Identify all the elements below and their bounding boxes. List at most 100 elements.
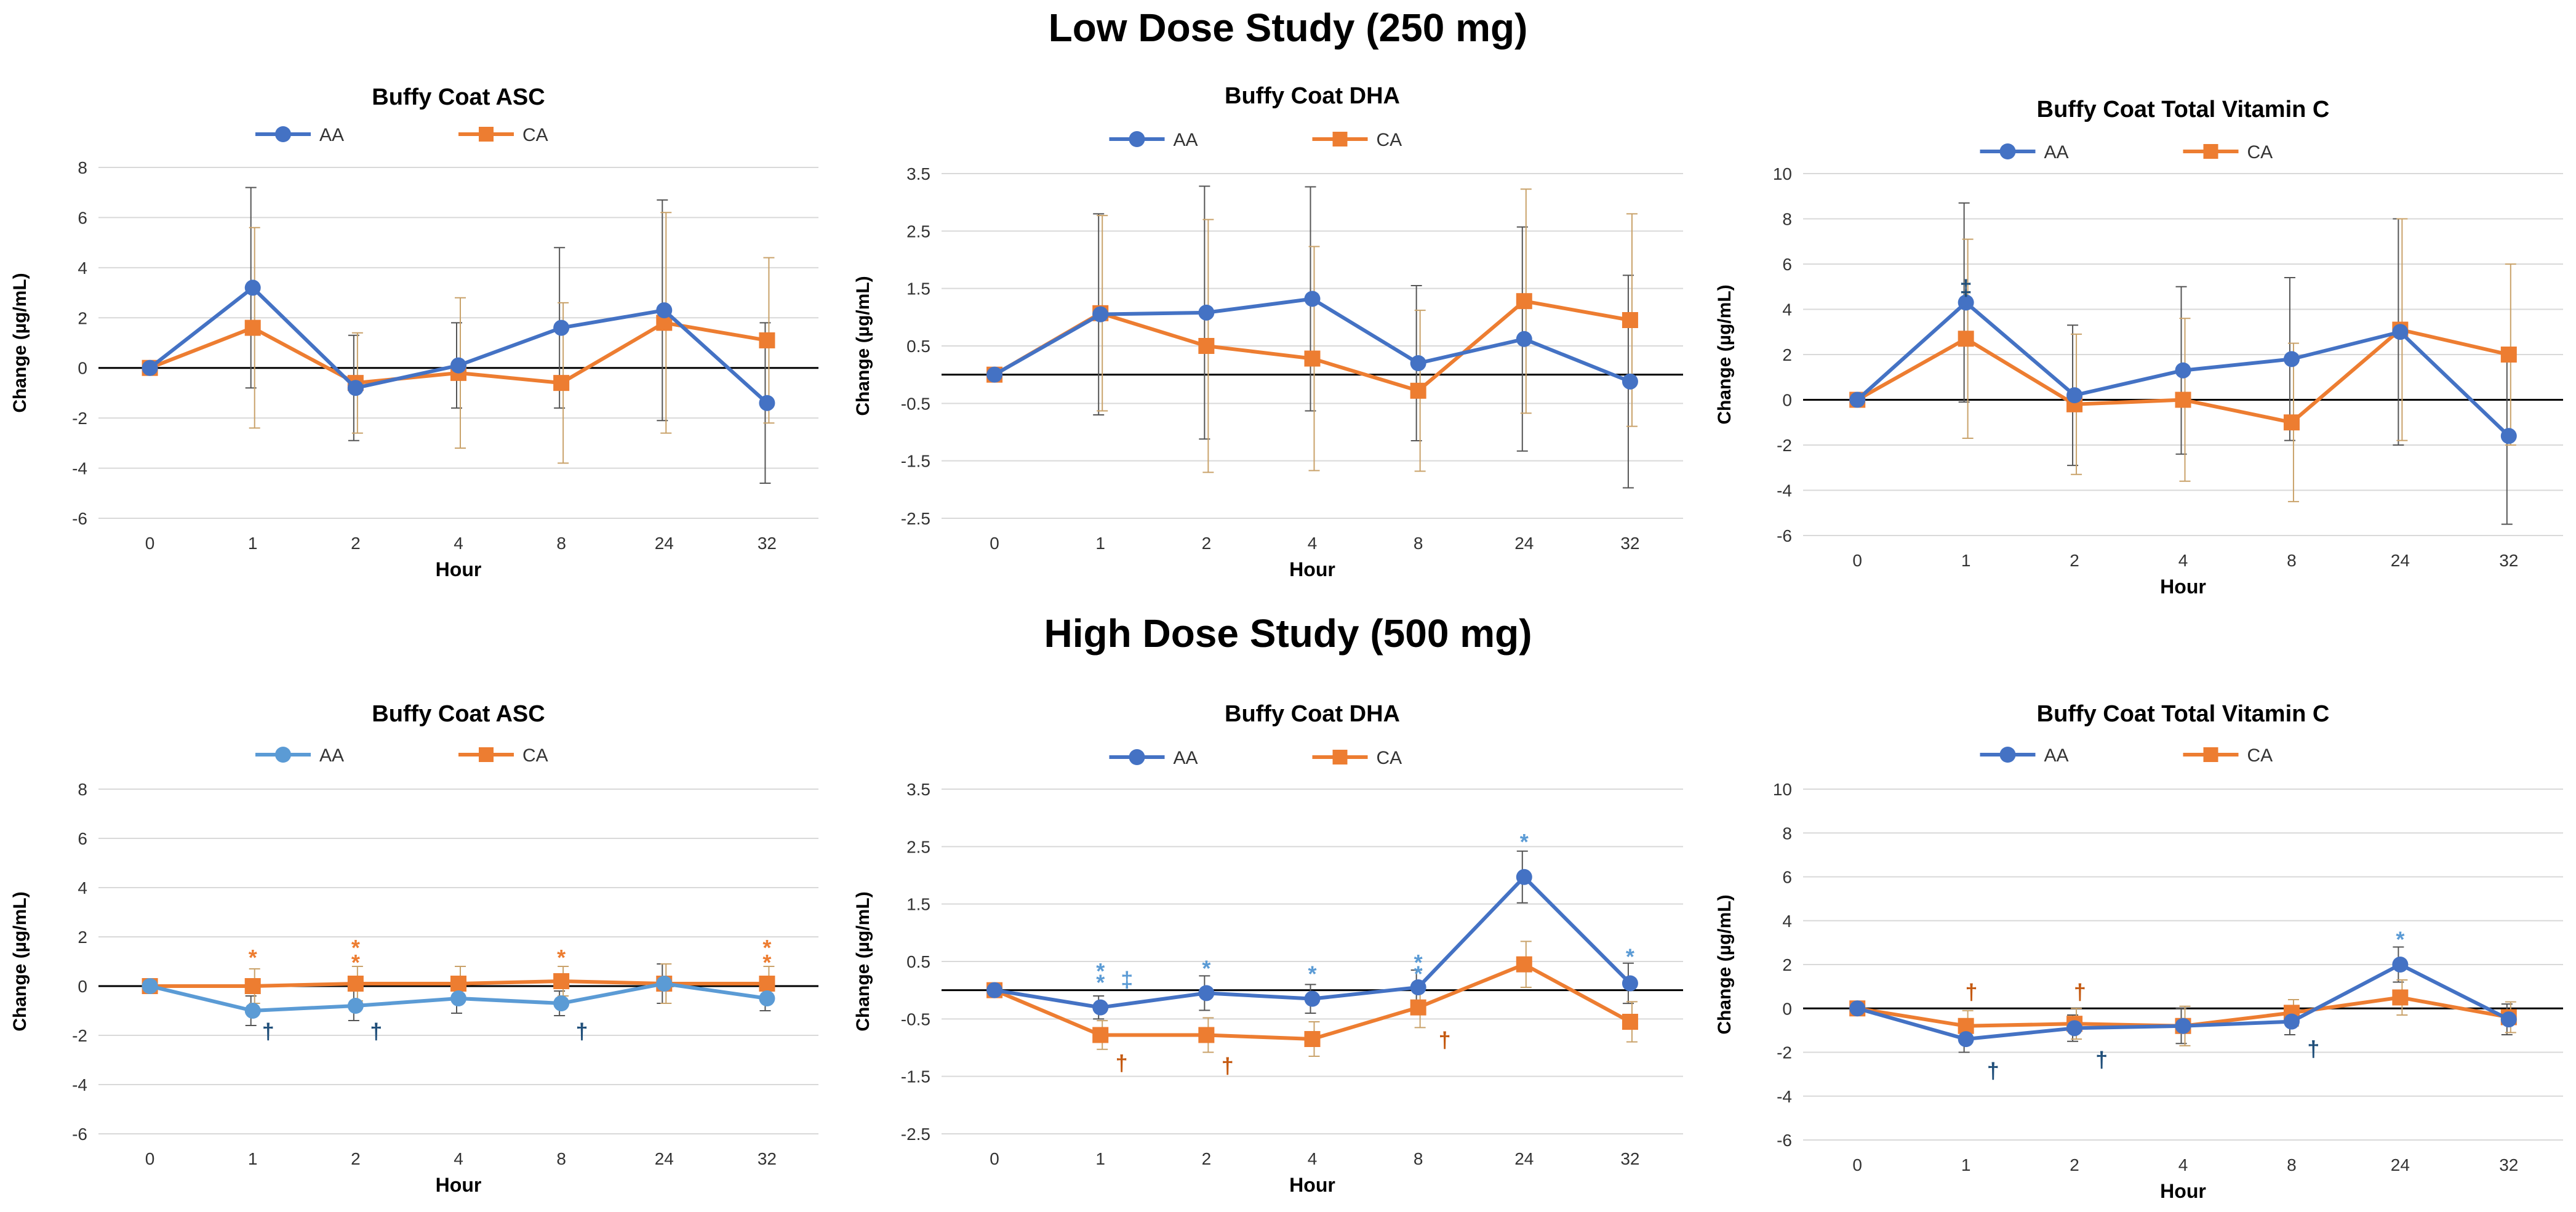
significance-mark: * [1520, 829, 1529, 854]
x-tick-label: 4 [2178, 551, 2188, 570]
y-tick-label: -1.5 [901, 452, 930, 471]
data-point-ca [1516, 293, 1532, 310]
x-tick-label: 24 [1514, 1149, 1534, 1168]
chart-high-total: Buffy Coat Total Vitamin CAA CA-6-4-20246… [1714, 701, 2563, 1202]
y-tick-label: -4 [72, 1075, 87, 1094]
y-tick-label: -4 [1777, 481, 1792, 500]
significance-mark: * [1308, 961, 1316, 987]
y-tick-label: 0 [78, 977, 87, 996]
legend-label-aa: AA [319, 745, 344, 766]
legend: AA CA [1109, 130, 1402, 150]
x-tick-label: 32 [2499, 1155, 2518, 1174]
significance-mark: * [1096, 970, 1105, 995]
legend-marker-ca [479, 127, 494, 142]
data-point-aa [2392, 324, 2409, 340]
y-tick-label: -6 [72, 509, 87, 528]
data-point-ca [1092, 1027, 1109, 1043]
legend-marker-aa [1999, 747, 2016, 763]
y-tick-label: 8 [78, 158, 87, 177]
x-axis-label: Hour [2160, 576, 2206, 598]
y-tick-label: -2.5 [901, 509, 930, 528]
x-tick-label: 8 [1414, 534, 1423, 553]
significance-mark: † [262, 1019, 274, 1044]
data-point-aa [553, 995, 570, 1011]
y-tick-label: 3.5 [906, 780, 930, 799]
significance-mark: * [1096, 958, 1105, 984]
y-tick-label: -6 [1777, 526, 1792, 545]
significance-mark: † [576, 1019, 588, 1044]
y-tick-label: 4 [1782, 912, 1792, 931]
x-tick-label: 32 [758, 1149, 777, 1168]
y-tick-label: 0.5 [906, 337, 930, 356]
x-tick-label: 4 [1308, 1149, 1318, 1168]
x-tick-label: 1 [248, 1149, 258, 1168]
data-point-aa [347, 998, 364, 1014]
data-point-aa [1304, 990, 1321, 1007]
x-tick-label: 32 [1620, 1149, 1639, 1168]
data-point-aa [2066, 1020, 2083, 1037]
x-tick-label: 8 [2287, 1155, 2297, 1174]
y-tick-label: -6 [72, 1125, 87, 1144]
x-tick-label: 1 [248, 534, 258, 553]
x-tick-label: 1 [1095, 1149, 1105, 1168]
legend-label-aa: AA [319, 125, 344, 145]
significance-mark: * [1414, 950, 1423, 975]
y-tick-label: 2.5 [906, 222, 930, 241]
data-point-ca [1622, 1014, 1638, 1030]
y-tick-label: 4 [1782, 300, 1792, 319]
significance-mark: * [351, 950, 360, 975]
y-tick-label: 10 [1773, 164, 1792, 183]
data-point-aa [2500, 1011, 2517, 1028]
x-tick-label: 1 [1095, 534, 1105, 553]
data-point-aa [1410, 979, 1426, 995]
y-tick-label: 4 [78, 259, 87, 278]
y-axis-label: Change (µg/mL) [1714, 284, 1735, 424]
data-point-aa [1092, 306, 1109, 323]
data-point-ca [553, 375, 570, 391]
data-point-aa [656, 976, 673, 992]
significance-mark: * [1414, 961, 1423, 987]
data-point-aa [2500, 428, 2517, 444]
data-point-ca [1304, 350, 1321, 367]
x-axis-label: Hour [2160, 1180, 2206, 1202]
data-point-aa [244, 279, 261, 296]
chart-title: Buffy Coat Total Vitamin C [2037, 701, 2330, 727]
chart-title: Buffy Coat DHA [1225, 701, 1400, 727]
significance-mark: * [762, 950, 771, 975]
data-point-aa [2283, 1013, 2300, 1030]
significance-mark: * [1626, 944, 1634, 969]
data-point-aa [1622, 975, 1638, 992]
significance-mark: * [351, 935, 360, 960]
x-tick-label: 8 [2287, 551, 2297, 570]
chart-low-total: Buffy Coat Total Vitamin CAA CA-6-4-20246… [1714, 97, 2563, 598]
data-point-ca [450, 976, 466, 992]
legend: AA CA [255, 125, 548, 145]
legend-marker-ca [1332, 132, 1348, 146]
legend-marker-aa [1129, 749, 1145, 765]
significance-mark: † [370, 1019, 382, 1044]
x-tick-label: 1 [1961, 1155, 1971, 1174]
legend-marker-aa [1999, 143, 2016, 159]
data-point-aa [1622, 373, 1638, 390]
chart-title: Buffy Coat DHA [1225, 83, 1400, 109]
x-tick-label: 8 [556, 534, 566, 553]
significance-mark: * [249, 945, 257, 970]
data-point-ca [347, 976, 364, 992]
significance-mark: † [2307, 1036, 2319, 1061]
data-point-aa [759, 395, 775, 411]
x-tick-label: 2 [1202, 1149, 1212, 1168]
legend-marker-ca [1332, 750, 1348, 765]
y-tick-label: 1.5 [906, 895, 930, 914]
legend-label-ca: CA [2247, 745, 2273, 766]
legend-label-aa: AA [1174, 130, 1198, 150]
chart-low-dha: Buffy Coat DHA AA CA -2.5 -1.5 -0.5 0.5 1.5 2.5 3… [853, 83, 1683, 580]
y-tick-label: 0.5 [906, 952, 930, 971]
data-point-ca [2175, 391, 2191, 408]
y-tick-label: 0 [1782, 999, 1792, 1018]
series-line-aa [993, 297, 1631, 383]
x-tick-label: 24 [655, 1149, 674, 1168]
data-point-aa [244, 1003, 261, 1019]
y-tick-label: 2 [78, 308, 87, 327]
data-point-aa [1516, 869, 1532, 885]
data-point-aa [1198, 304, 1215, 321]
